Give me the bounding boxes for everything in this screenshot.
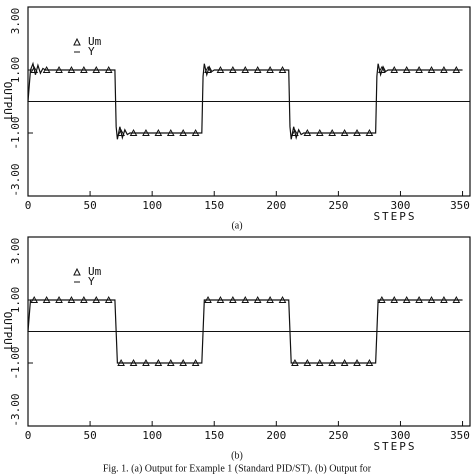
x-tick-label: 50 (83, 199, 96, 212)
x-tick-label: 50 (83, 429, 96, 442)
y-tick-label: -1.00 (9, 116, 22, 149)
x-tick-label: 150 (204, 429, 224, 442)
x-tick-label: 200 (266, 429, 286, 442)
x-tick-label: 350 (450, 199, 470, 212)
series-line (27, 299, 463, 364)
marker (117, 128, 125, 136)
x-tick-label: 250 (328, 429, 348, 442)
x-tick-label: 300 (391, 429, 411, 442)
y-tick-label: 1.00 (9, 287, 22, 314)
y-axis-label: OUTPUT (1, 82, 14, 122)
marker (291, 128, 299, 136)
y-tick-label: -3.00 (9, 163, 22, 196)
x-tick-label: 300 (391, 199, 411, 212)
caption: (b) (231, 450, 243, 461)
legend-label: Y (88, 275, 95, 288)
y-tick-label: 3.00 (9, 238, 22, 265)
x-tick-label: 100 (142, 429, 162, 442)
caption: (a) (231, 220, 242, 231)
legend-label: Y (88, 45, 95, 58)
x-tick-label: 0 (25, 429, 32, 442)
y-tick-label: -3.00 (9, 393, 22, 426)
x-axis-label: STEPS (373, 210, 416, 223)
legend-marker (73, 37, 81, 46)
legend-label: Um (88, 265, 102, 278)
x-tick-label: 200 (266, 199, 286, 212)
x-tick-label: 250 (328, 199, 348, 212)
series-line (27, 61, 463, 141)
y-tick-label: 1.00 (9, 57, 22, 84)
legend-label: Um (88, 35, 102, 48)
legend-marker (73, 267, 81, 276)
y-tick-label: -1.00 (9, 346, 22, 379)
marker (30, 65, 39, 73)
y-tick-label: 3.00 (9, 8, 22, 35)
figure-caption: Fig. 1. (a) Output for Example 1 (Standa… (103, 463, 372, 474)
y-axis-label: OUTPUT (1, 312, 14, 352)
x-tick-label: 350 (450, 429, 470, 442)
x-tick-label: 100 (142, 199, 162, 212)
x-tick-label: 150 (204, 199, 224, 212)
x-axis-label: STEPS (373, 440, 416, 453)
x-tick-label: 0 (25, 199, 32, 212)
